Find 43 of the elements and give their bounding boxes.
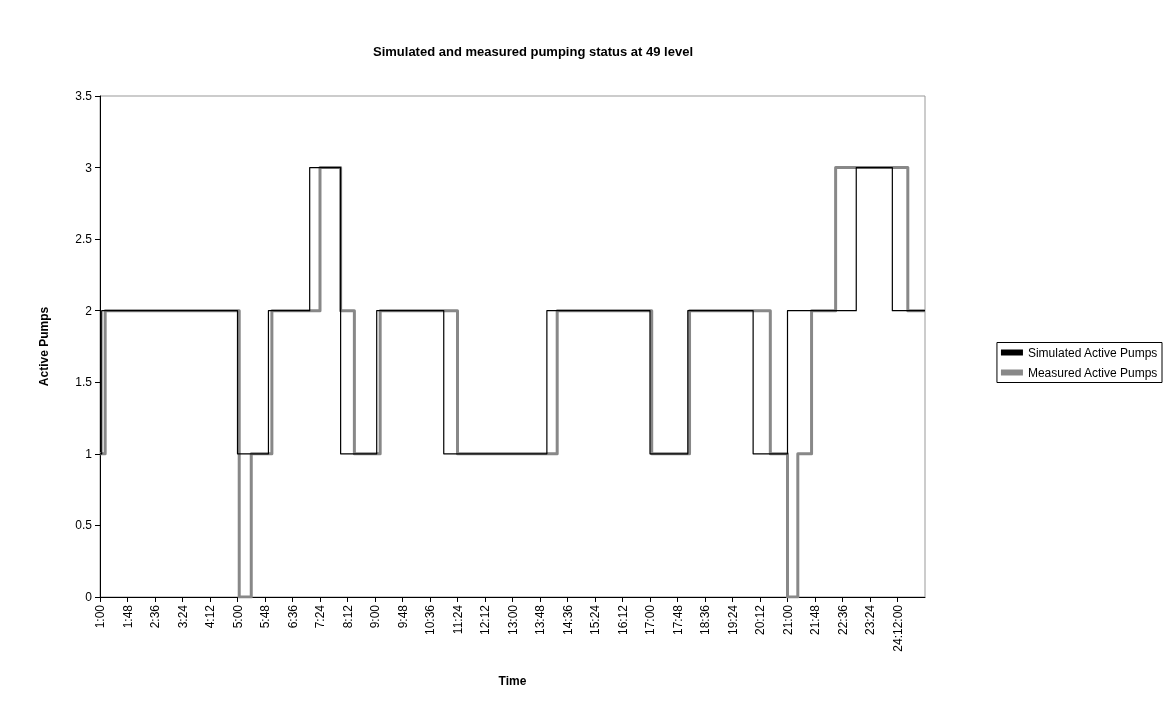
x-tick-label: 17:48 — [670, 604, 685, 636]
x-tick-label: 24:12:00 — [890, 604, 905, 652]
x-tick-label: 5:00 — [230, 604, 245, 629]
x-tick-label: 23:24 — [863, 604, 877, 636]
y-tick-label: 2.5 — [75, 232, 93, 247]
x-tick-label: 7:24 — [313, 604, 327, 629]
y-tick-label: 3.5 — [75, 89, 93, 103]
y-tick-label: 0.5 — [75, 518, 93, 533]
x-tick-label: 1:00 — [93, 604, 107, 629]
x-tick-label: 5:48 — [258, 604, 272, 629]
y-tick-label: 1 — [85, 446, 93, 461]
x-tick-label: 21:00 — [780, 604, 795, 636]
x-tick-label: 18:36 — [698, 604, 712, 636]
chart-title: Simulated and measured pumping status at 49 level — [372, 44, 694, 59]
x-tick-label: 19:24 — [725, 604, 740, 636]
y-tick-label: 2 — [85, 303, 93, 318]
x-tick-label: 1:48 — [120, 604, 135, 629]
legend-label: Simulated Active Pumps — [1027, 345, 1158, 360]
x-tick-label: 17:00 — [643, 604, 657, 636]
x-tick-label: 16:12 — [615, 604, 630, 636]
legend-label: Measured Active Pumps — [1027, 365, 1158, 380]
x-tick-label: 8:12 — [340, 604, 355, 629]
x-tick-label: 2:36 — [148, 604, 162, 629]
x-tick-label: 20:12 — [753, 604, 767, 636]
y-axis-title: Active Pumps — [37, 306, 51, 387]
y-tick-label: 0 — [85, 590, 93, 604]
x-tick-label: 9:00 — [368, 604, 382, 629]
x-tick-label: 11:24 — [450, 604, 465, 635]
x-tick-label: 14:36 — [560, 604, 575, 636]
x-tick-label: 12:12 — [478, 604, 492, 636]
x-tick-label: 10:36 — [423, 604, 437, 636]
x-tick-label: 15:24 — [588, 604, 602, 636]
x-tick-label: 13:48 — [533, 604, 547, 636]
x-tick-label: 6:36 — [285, 604, 300, 629]
x-tick-label: 13:00 — [505, 604, 520, 636]
x-tick-label: 22:36 — [835, 604, 850, 636]
x-tick-label: 3:24 — [175, 604, 190, 629]
x-tick-label: 4:12 — [203, 604, 217, 629]
y-tick-label: 3 — [85, 160, 93, 175]
y-tick-label: 1.5 — [75, 375, 93, 390]
x-axis-title: Time — [498, 674, 527, 688]
x-tick-label: 9:48 — [395, 604, 410, 629]
x-tick-label: 21:48 — [808, 604, 822, 636]
